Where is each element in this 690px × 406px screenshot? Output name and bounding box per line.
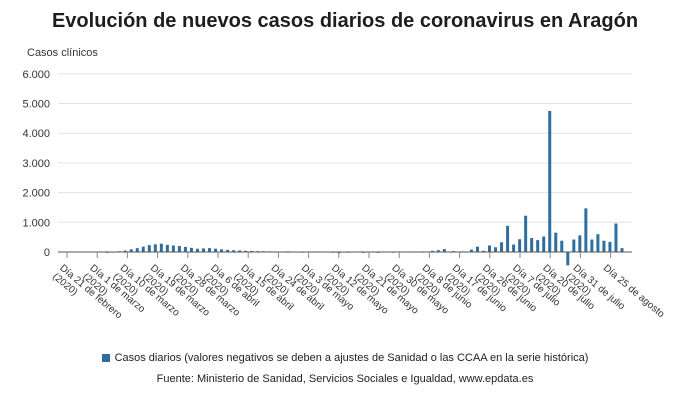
bar [238, 250, 242, 252]
bar [560, 240, 564, 252]
bar [195, 248, 199, 252]
bar [135, 248, 139, 252]
bar [250, 250, 254, 252]
bar [129, 249, 133, 252]
bar [171, 245, 175, 252]
bar [165, 244, 169, 252]
chart-title: Evolución de nuevos casos diarios de cor… [51, 10, 639, 32]
y-tick-label: 3.000 [22, 158, 50, 170]
bar [566, 252, 570, 266]
bar [469, 249, 473, 252]
grid-lines [58, 73, 632, 253]
y-tick-labels: 0 1.000 2.000 3.000 4.000 5.000 6.000 [22, 69, 50, 259]
bar [530, 238, 534, 252]
bar [183, 246, 187, 252]
bar [481, 250, 485, 252]
bar [620, 248, 624, 252]
bar [524, 215, 528, 252]
y-tick-label: 5.000 [22, 99, 50, 111]
y-tick-label: 1.000 [22, 217, 50, 229]
bar [232, 250, 236, 252]
bar [201, 248, 205, 252]
bar [590, 239, 594, 252]
bar [177, 246, 181, 252]
bar [147, 245, 151, 252]
bar [208, 248, 212, 252]
bar [436, 250, 440, 252]
legend: Casos diarios (valores negativos se debe… [0, 352, 690, 364]
legend-label: Casos diarios (valores negativos se debe… [114, 352, 589, 364]
bar [244, 250, 248, 252]
bar [123, 250, 127, 252]
bar [578, 235, 582, 252]
bar [442, 249, 446, 252]
bar [506, 225, 510, 252]
bars-group [105, 110, 624, 266]
bar [214, 248, 218, 252]
bar [488, 245, 492, 252]
bar [584, 208, 588, 252]
bar [542, 236, 546, 252]
bar [572, 239, 576, 252]
bar [189, 247, 193, 252]
bar [596, 234, 600, 252]
bar [518, 239, 522, 252]
bar [159, 243, 163, 252]
bar [494, 247, 498, 252]
bar [548, 110, 552, 252]
bar [153, 244, 157, 252]
bar [500, 242, 504, 252]
legend-swatch [101, 354, 110, 362]
x-tick-labels: Día 21 de febrero(2020) Día 1 de marzo(20… [50, 252, 667, 322]
bar [536, 240, 540, 252]
bar [608, 241, 612, 252]
bar [475, 246, 479, 252]
chart-canvas: 0 1.000 2.000 3.000 4.000 5.000 6.000 Día 21 d… [22, 69, 667, 322]
bar [614, 223, 618, 252]
bar [141, 246, 145, 252]
y-tick-label: 0 [44, 247, 50, 259]
source-note: Fuente: Ministerio de Sanidad, Servicios… [156, 373, 534, 385]
y-tick-label: 2.000 [22, 188, 50, 200]
y-axis-label: Casos clínicos [27, 47, 98, 59]
y-tick-label: 6.000 [22, 69, 50, 81]
bar [602, 240, 606, 252]
bar [220, 249, 224, 252]
bar [512, 244, 516, 252]
bar [226, 249, 230, 252]
y-tick-label: 4.000 [22, 128, 50, 140]
bar [430, 250, 434, 252]
bar [554, 232, 558, 252]
